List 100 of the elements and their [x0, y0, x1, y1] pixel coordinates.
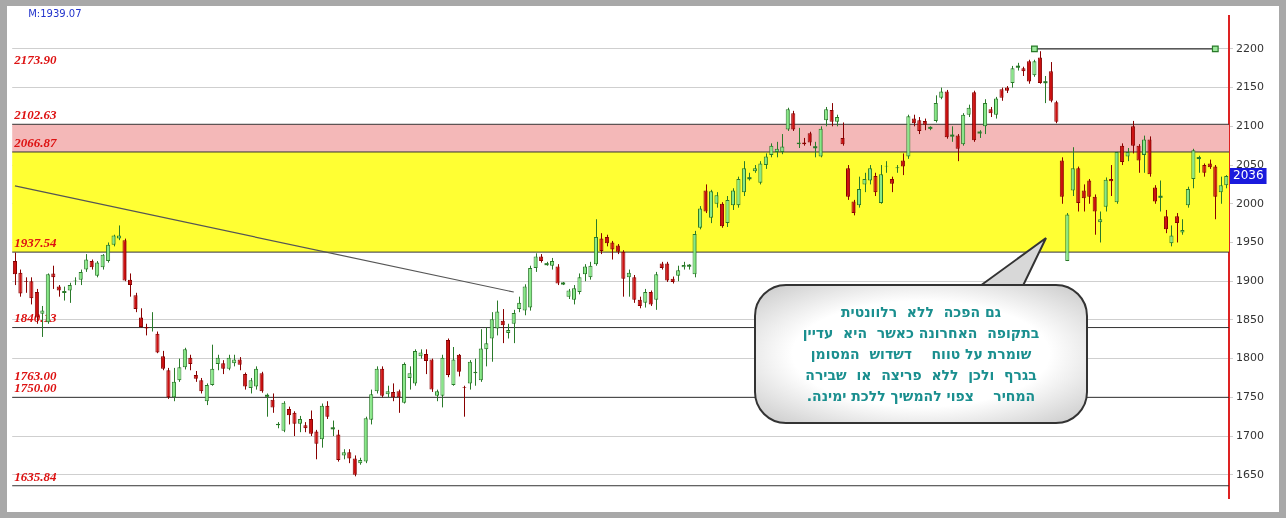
candlestick	[1131, 120, 1136, 154]
y-tick-label: 1900	[1236, 274, 1264, 288]
y-tick-label: 1650	[1236, 467, 1264, 481]
candlestick	[265, 392, 270, 418]
annotation: M:1939.07	[28, 7, 82, 19]
candlestick	[1218, 176, 1223, 205]
candlestick	[204, 382, 209, 406]
candlestick	[106, 241, 111, 264]
candlestick	[467, 359, 472, 391]
candlestick	[210, 344, 215, 387]
candlestick	[1037, 50, 1042, 85]
candlestick	[1185, 186, 1190, 209]
candlestick	[51, 265, 56, 290]
candlestick	[12, 252, 17, 286]
candlestick	[1054, 100, 1059, 124]
candlestick	[725, 195, 730, 228]
candlestick	[292, 410, 297, 437]
candlestick	[873, 172, 878, 197]
candlestick	[829, 102, 834, 127]
candlestick	[867, 164, 873, 185]
candlestick	[643, 288, 648, 309]
candlestick	[495, 300, 500, 336]
candlestick	[270, 392, 275, 414]
candlestick	[719, 201, 725, 229]
candlestick	[522, 283, 527, 316]
candlestick	[314, 429, 319, 460]
candlestick	[780, 133, 785, 155]
candlestick	[336, 429, 341, 463]
annotation: גם הפכה ללא רלוונטית בתקופה האחרונה כאשר היא עדיין שומרת על טווח דשדוש המסומן בגרף ולכן ללא פריצה או שבירה המחיר צפוי להמשיך ללכת ימינה.	[802, 302, 1040, 406]
annotation: 2173.90	[13, 52, 57, 68]
candlestick	[352, 454, 357, 477]
candlestick	[259, 371, 264, 394]
candlestick	[1092, 193, 1097, 236]
y-tick-label: 1700	[1236, 428, 1264, 442]
candlestick	[900, 152, 905, 176]
y-tick-label: 2150	[1236, 80, 1264, 94]
y-tick-label: 2050	[1236, 157, 1264, 171]
candlestick	[698, 205, 703, 230]
candlestick	[254, 365, 259, 391]
candlestick	[533, 252, 538, 273]
candlestick	[577, 272, 582, 295]
y-tick-label: 1850	[1236, 312, 1264, 326]
candlestick	[171, 367, 176, 402]
y-tick-label: 1950	[1236, 235, 1264, 249]
candlestick	[1158, 180, 1163, 212]
candlestick	[862, 172, 867, 193]
candlestick	[1087, 178, 1092, 205]
candlestick	[511, 309, 516, 344]
candlestick	[1120, 142, 1125, 166]
candlestick	[138, 307, 144, 329]
candlestick	[160, 350, 165, 371]
y-tick-label: 2000	[1236, 196, 1264, 210]
ref-line-label: 2066.87	[13, 134, 57, 150]
ref-line-label: 2102.63	[13, 107, 57, 123]
y-tick-label: 2200	[1236, 41, 1264, 55]
candlestick	[308, 410, 313, 437]
candlestick	[1010, 65, 1015, 89]
candlestick	[955, 133, 960, 162]
candlestick	[155, 331, 160, 354]
candlestick	[665, 261, 670, 283]
ref-line-label: 1937.54	[14, 234, 57, 250]
candlestick	[758, 160, 763, 185]
candlestick	[177, 358, 182, 383]
candlestick	[1043, 75, 1048, 104]
candlestick	[451, 346, 456, 387]
candlestick	[994, 96, 999, 120]
candlestick	[983, 98, 988, 135]
candlestick	[369, 389, 374, 425]
candlestick	[599, 232, 604, 255]
y-tick-label: 2100	[1236, 119, 1264, 133]
candlestick	[18, 269, 23, 298]
candlestick	[407, 365, 412, 391]
candlestick	[1070, 146, 1075, 197]
candlestick	[933, 94, 938, 123]
candlestick	[182, 347, 187, 370]
candlestick	[791, 110, 796, 132]
candlestick	[1141, 135, 1147, 174]
candlestick	[785, 107, 790, 132]
candlestick	[1163, 209, 1169, 234]
y-tick-label: 1750	[1236, 390, 1264, 404]
candlestick	[654, 271, 659, 311]
candlestick	[133, 292, 138, 313]
candlestick	[1026, 59, 1031, 85]
candlestick	[741, 160, 746, 197]
candlestick	[456, 353, 461, 377]
candlestick	[703, 183, 708, 214]
candlestick	[610, 240, 615, 261]
candlestick	[1152, 184, 1158, 205]
candlestick	[824, 106, 829, 127]
candlestick	[1169, 224, 1174, 247]
candlestick	[374, 365, 379, 394]
ref-line-label: 1635.84	[14, 468, 57, 484]
candlestick	[489, 311, 494, 363]
candlestick	[632, 274, 637, 304]
candlestick	[1174, 212, 1179, 243]
candlestick	[29, 276, 34, 305]
candlestick	[555, 263, 560, 286]
y-tick-label: 1800	[1236, 351, 1264, 365]
candlestick	[950, 125, 955, 143]
candlestick	[1098, 211, 1103, 243]
